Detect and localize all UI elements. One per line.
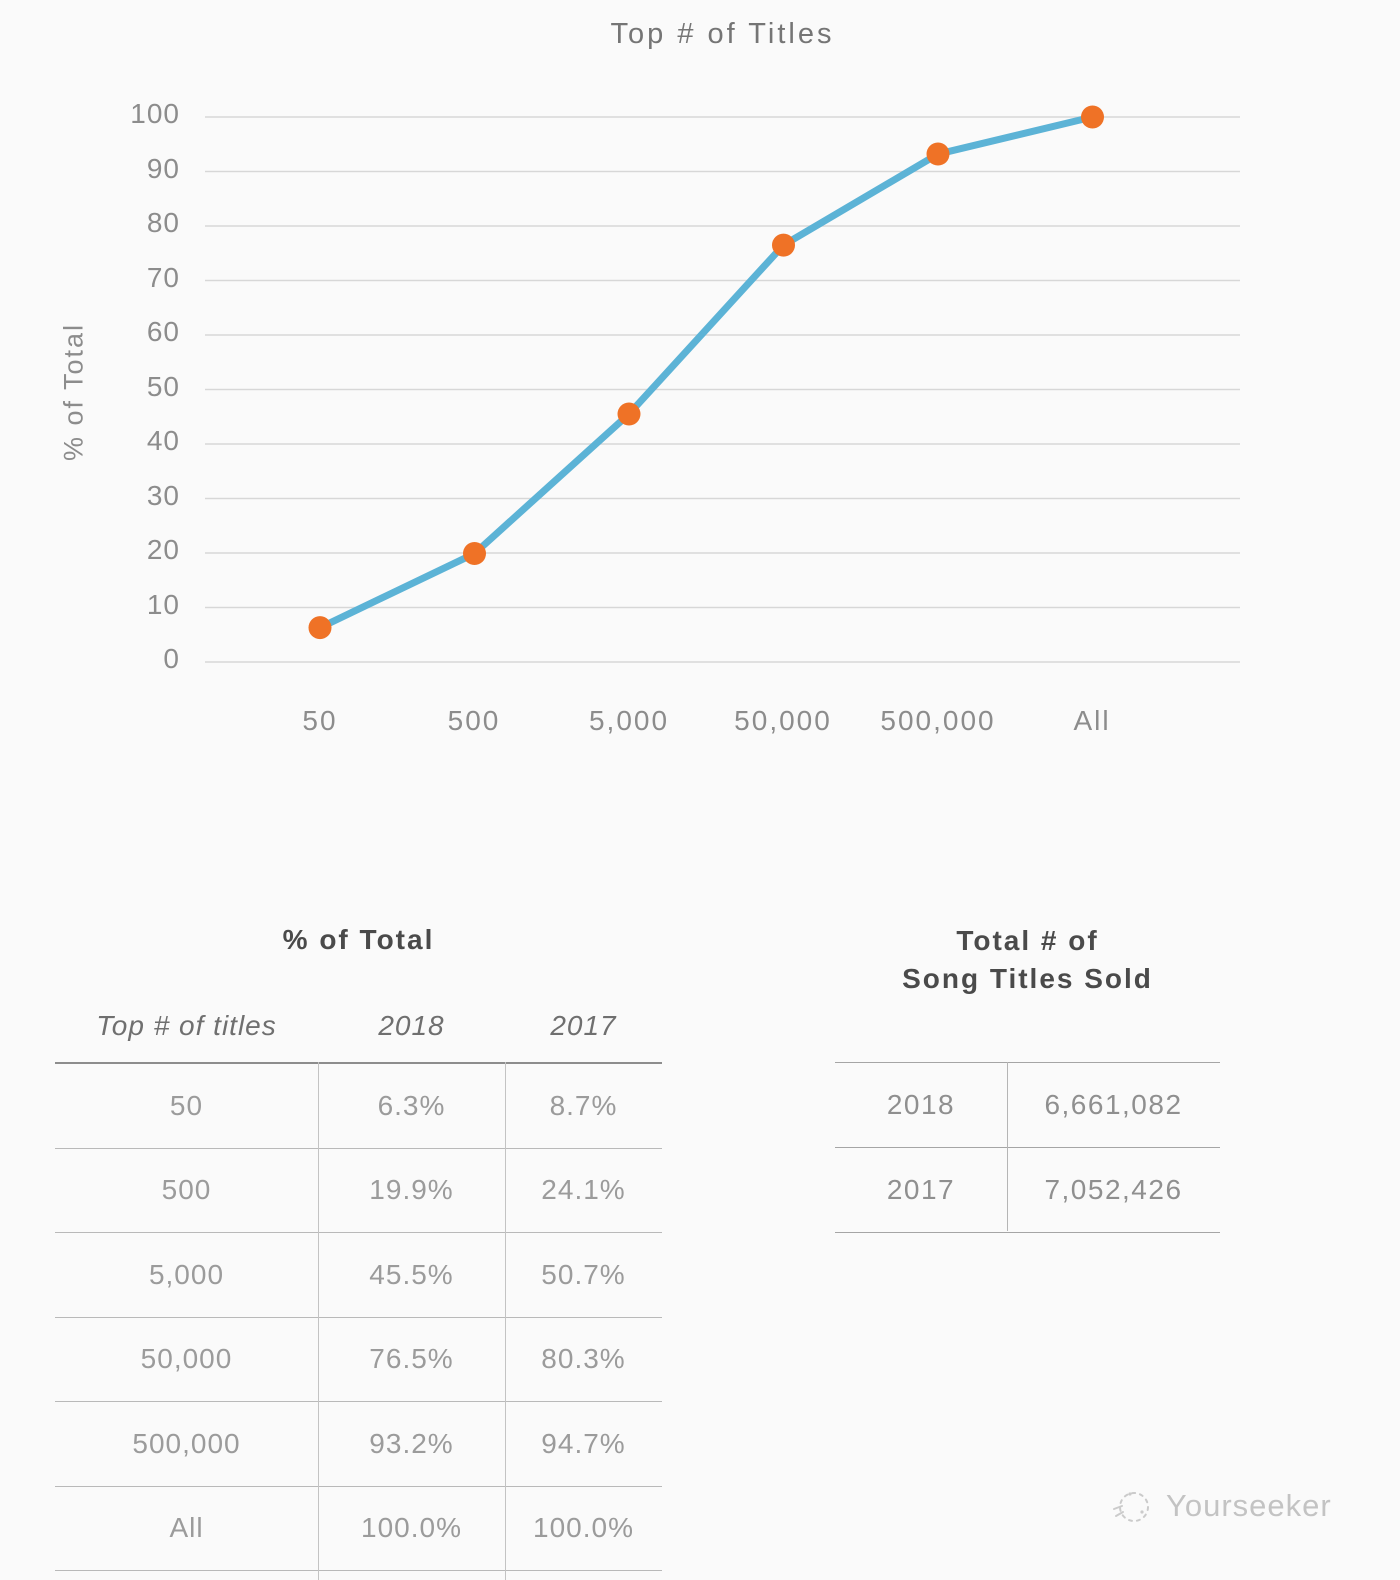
table-cell: 50.7% bbox=[541, 1258, 626, 1290]
x-tick-label: 50 bbox=[302, 705, 338, 736]
table-row: 2017 7,052,426 bbox=[835, 1148, 1220, 1233]
percent-of-total-table: % of Total Top # of titles 2018 2017 50 … bbox=[55, 918, 662, 1580]
table-cell: 6.3% bbox=[377, 1089, 446, 1121]
table-cell: 2017 bbox=[886, 1174, 956, 1205]
table-cell: 500 bbox=[161, 1174, 212, 1206]
column-header: 2017 bbox=[550, 1010, 617, 1041]
table-cell: 100.0% bbox=[533, 1512, 634, 1544]
watermark: Yourseeker bbox=[1108, 1482, 1332, 1530]
y-tick-label: 50 bbox=[146, 370, 180, 402]
column-header: Top # of titles bbox=[96, 1010, 277, 1041]
data-point bbox=[772, 233, 795, 257]
table-body: 50 6.3% 8.7% 500 19.9% 24.1% 5,000 45.5%… bbox=[55, 1062, 662, 1571]
table-row: 500 19.9% 24.1% bbox=[55, 1149, 662, 1233]
table-cell: 50,000 bbox=[140, 1343, 233, 1375]
y-tick-label: 20 bbox=[146, 534, 180, 565]
table-row: All 100.0% 100.0% bbox=[55, 1487, 662, 1571]
yourseeker-logo-icon bbox=[1113, 1492, 1149, 1522]
table-cell: 7,052,426 bbox=[1044, 1174, 1183, 1205]
y-tick-label: 40 bbox=[146, 425, 180, 456]
column-divider bbox=[318, 1062, 319, 1580]
table-title: % of Total bbox=[282, 924, 435, 955]
column-divider bbox=[1007, 1062, 1008, 1231]
y-tick-label: 100 bbox=[130, 98, 180, 129]
table-row: 50,000 76.5% 80.3% bbox=[55, 1318, 662, 1402]
data-point bbox=[926, 142, 950, 166]
table-cell: All bbox=[169, 1512, 204, 1544]
table-cell: 19.9% bbox=[369, 1174, 454, 1206]
table-row: 2018 6,661,082 bbox=[835, 1063, 1220, 1148]
y-tick-label: 90 bbox=[146, 152, 180, 184]
data-point bbox=[463, 542, 486, 566]
table-cell: 500,000 bbox=[132, 1427, 241, 1459]
table-body: 2018 6,661,082 2017 7,052,426 bbox=[835, 1062, 1220, 1233]
y-tick-label: 80 bbox=[146, 207, 180, 238]
table-cell: 50 bbox=[169, 1089, 204, 1121]
table-cell: 2018 bbox=[886, 1089, 956, 1120]
column-header: 2018 bbox=[378, 1010, 445, 1041]
table-cell: 24.1% bbox=[541, 1174, 626, 1206]
y-axis-ticks: 0 10 20 30 40 50 60 70 80 90 100 bbox=[0, 0, 180, 790]
data-point bbox=[308, 616, 332, 640]
data-point bbox=[617, 402, 641, 426]
table-cell: 100.0% bbox=[361, 1512, 462, 1544]
table-cell: 45.5% bbox=[369, 1258, 454, 1290]
table-cell: 5,000 bbox=[148, 1258, 225, 1290]
table-title-line: Total # of bbox=[956, 925, 1099, 956]
x-tick-label: All bbox=[1073, 705, 1111, 736]
song-titles-sold-table: Total # of Song Titles Sold 2018 6,661,0… bbox=[835, 918, 1220, 1233]
table-cell: 94.7% bbox=[541, 1427, 626, 1459]
y-tick-label: 30 bbox=[146, 479, 180, 511]
series-line-2018 bbox=[316, 113, 1096, 632]
table-row: 5,000 45.5% 50.7% bbox=[55, 1233, 662, 1318]
x-tick-label: 500,000 bbox=[880, 705, 996, 736]
chart-title: Top # of Titles bbox=[610, 18, 835, 50]
y-tick-label: 70 bbox=[146, 261, 180, 293]
x-tick-label: 50,000 bbox=[734, 705, 832, 736]
table-title-line: Song Titles Sold bbox=[902, 963, 1153, 994]
table-cell: 8.7% bbox=[549, 1089, 618, 1121]
data-point bbox=[1081, 105, 1104, 129]
x-tick-label: 500 bbox=[447, 705, 501, 736]
y-tick-label: 10 bbox=[146, 588, 180, 620]
y-tick-label: 0 bbox=[163, 643, 180, 674]
table-cell: 76.5% bbox=[369, 1343, 454, 1375]
table-row: 500,000 93.2% 94.7% bbox=[55, 1402, 662, 1487]
watermark-label: Yourseeker bbox=[1166, 1488, 1332, 1523]
column-divider bbox=[505, 1062, 506, 1580]
table-row: 50 6.3% 8.7% bbox=[55, 1064, 662, 1149]
x-tick-label: 5,000 bbox=[588, 705, 670, 736]
table-cell: 80.3% bbox=[541, 1343, 626, 1375]
table-title: Total # of Song Titles Sold bbox=[835, 918, 1220, 998]
table-cell: 93.2% bbox=[369, 1427, 454, 1459]
y-tick-label: 60 bbox=[146, 316, 180, 347]
line-chart bbox=[205, 105, 1240, 663]
table-cell: 6,661,082 bbox=[1044, 1089, 1183, 1120]
table-header-row: Top # of titles 2018 2017 bbox=[55, 1000, 662, 1052]
